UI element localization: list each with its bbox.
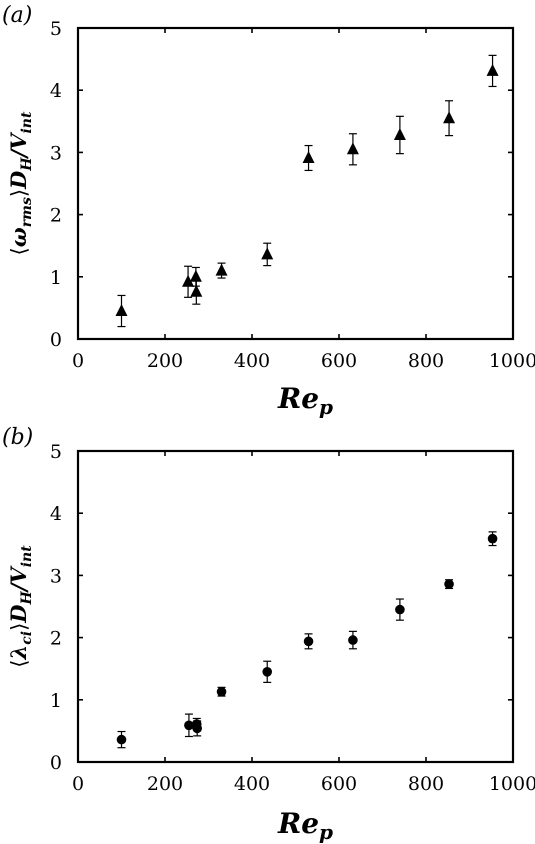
plot-frame <box>76 449 515 764</box>
data-point <box>346 142 359 155</box>
x-axis-label: Rep <box>277 382 333 419</box>
data-point <box>444 579 454 589</box>
plot-frame <box>76 26 515 341</box>
x-tick-label: 600 <box>321 350 357 372</box>
data-point <box>262 667 273 677</box>
y-tick-label: 3 <box>50 565 62 587</box>
data-point <box>395 604 405 615</box>
data-point <box>192 723 202 734</box>
data-point <box>182 274 195 287</box>
y-tick-label: 2 <box>50 205 62 227</box>
y-tick-label: 3 <box>50 142 62 164</box>
y-tick-label: 1 <box>50 690 62 712</box>
y-tick-label: 4 <box>50 503 62 525</box>
data-point <box>115 304 128 317</box>
panel-a: (a) 0 200 400 600 800 1000 0 1 2 3 4 5 Rep ⟨ωrms⟩DH/Vi… <box>2 3 535 419</box>
data-point <box>216 686 227 697</box>
x-tick-label: 600 <box>321 773 357 795</box>
y-axis-label: ⟨ωrms⟩DH/Vint <box>6 111 35 255</box>
data-point <box>348 635 358 645</box>
x-tick-label: 200 <box>147 773 183 795</box>
x-tick-label: 400 <box>234 350 270 372</box>
data-point <box>486 63 499 76</box>
y-tick-label: 5 <box>50 18 62 40</box>
y-tick-label: 0 <box>50 752 62 774</box>
x-tick-label: 1000 <box>489 773 535 795</box>
data-point <box>443 111 456 124</box>
data-point <box>303 636 314 647</box>
panel-label: (b) <box>2 425 33 450</box>
panel-b: (b) 0 200 400 600 800 1000 0 1 2 3 4 5 Rep ⟨λci⟩DH/Vin… <box>2 425 535 844</box>
data-point <box>261 247 274 260</box>
y-tick-label: 0 <box>50 329 62 351</box>
data-point <box>487 533 498 544</box>
x-tick-label: 0 <box>72 350 84 372</box>
data-point <box>215 263 228 276</box>
x-tick-label: 1000 <box>489 350 535 372</box>
data-point <box>393 127 406 140</box>
x-tick-label: 800 <box>408 773 444 795</box>
data-point <box>184 720 194 731</box>
y-tick-label: 4 <box>50 80 62 102</box>
y-tick-label: 1 <box>50 267 62 289</box>
x-axis-label: Rep <box>277 807 333 844</box>
y-tick-label: 5 <box>50 441 62 463</box>
data-point <box>116 734 127 745</box>
y-axis-label: ⟨λci⟩DH/Vint <box>6 545 35 668</box>
y-tick-label: 2 <box>50 628 62 650</box>
x-tick-label: 0 <box>72 773 84 795</box>
data-point <box>302 150 315 163</box>
panel-label: (a) <box>2 3 32 28</box>
x-tick-label: 400 <box>234 773 270 795</box>
x-tick-label: 800 <box>408 350 444 372</box>
data-point <box>190 284 203 297</box>
x-tick-label: 200 <box>147 350 183 372</box>
